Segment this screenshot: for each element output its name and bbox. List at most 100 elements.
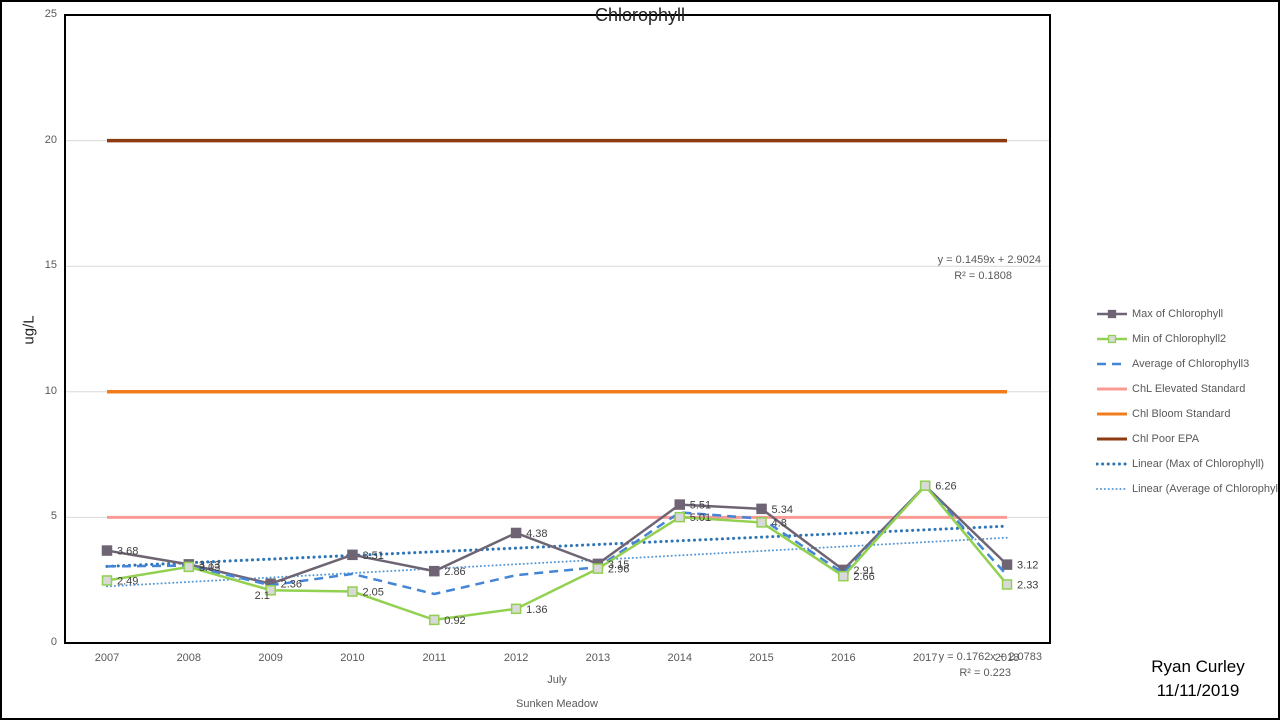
legend-swatch-icon bbox=[1096, 487, 1128, 490]
x-tick-label: 2009 bbox=[258, 652, 283, 664]
x-tick-label: 2007 bbox=[94, 652, 120, 664]
data-label: 2.86 bbox=[444, 566, 465, 578]
y-tick-label: 5 bbox=[50, 510, 57, 523]
legend-swatch-icon bbox=[1097, 437, 1127, 440]
legend-item[interactable]: Chl Poor EPA bbox=[1096, 426, 1280, 451]
data-point-marker[interactable] bbox=[756, 503, 767, 515]
data-label: 2.91 bbox=[853, 565, 874, 577]
data-label: 4.8 bbox=[772, 517, 787, 529]
author-name: Ryan Curley bbox=[1151, 657, 1245, 676]
data-point-marker[interactable] bbox=[756, 517, 767, 528]
y-tick-label: 25 bbox=[44, 8, 57, 20]
legend-item[interactable]: ChL Elevated Standard bbox=[1096, 376, 1280, 401]
legend-swatch-icon bbox=[1097, 334, 1127, 343]
x-tick-label: 2013 bbox=[585, 652, 611, 664]
data-label: 0.92 bbox=[444, 615, 465, 627]
data-label: 3.12 bbox=[1017, 560, 1038, 572]
data-label: 2.66 bbox=[853, 571, 874, 583]
x-tick-label: 2015 bbox=[749, 652, 774, 664]
data-label: 3.03 bbox=[199, 562, 220, 574]
data-label: 5.34 bbox=[772, 504, 793, 516]
data-point-marker[interactable] bbox=[429, 614, 440, 626]
data-point-marker[interactable] bbox=[1001, 559, 1013, 570]
data-label: 2.1 bbox=[255, 590, 270, 602]
y-tick-label: 10 bbox=[44, 384, 57, 397]
max-trendline-r2: R² = 0.1808 bbox=[954, 270, 1012, 282]
data-label: 2.05 bbox=[362, 587, 383, 599]
plot-border bbox=[64, 14, 1051, 644]
x-tick-label: 2017 bbox=[912, 652, 938, 664]
x-axis-title: Sunken Meadow bbox=[516, 698, 598, 710]
data-label: 3.15 bbox=[608, 559, 629, 571]
legend-item[interactable]: Linear (Average of Chlorophyll3) bbox=[1096, 476, 1280, 501]
avg-trendline-equation: y = 0.1762x + 2.0783 bbox=[938, 651, 1042, 663]
legend-label: Max of Chlorophyll bbox=[1132, 307, 1224, 320]
data-label: 2.36 bbox=[281, 579, 302, 591]
data-point-marker[interactable] bbox=[101, 545, 113, 556]
data-point-marker[interactable] bbox=[1001, 579, 1013, 590]
chart-legend: Max of Chlorophyll Min of Chlorophyll2 Ave… bbox=[1096, 301, 1280, 501]
data-point-marker[interactable] bbox=[919, 480, 931, 491]
data-label: 1.36 bbox=[526, 604, 547, 616]
data-point-marker[interactable] bbox=[101, 575, 113, 586]
data-label: 2.49 bbox=[117, 575, 138, 587]
legend-label: ChL Elevated Standard bbox=[1132, 382, 1246, 395]
data-label: 4.38 bbox=[526, 528, 547, 540]
x-tick-label: 2008 bbox=[176, 652, 202, 664]
legend-item[interactable]: Chl Bloom Standard bbox=[1096, 401, 1280, 426]
legend-label: Linear (Average of Chlorophyll3) bbox=[1132, 482, 1280, 495]
legend-item[interactable]: Min of Chlorophyll2 bbox=[1096, 326, 1280, 351]
legend-item[interactable]: Max of Chlorophyll bbox=[1096, 301, 1280, 326]
data-point-marker[interactable] bbox=[429, 565, 440, 577]
x-tick-label: 2014 bbox=[667, 652, 692, 664]
data-point-marker[interactable] bbox=[510, 603, 522, 615]
signature-date: 11/11/2019 bbox=[1156, 681, 1240, 700]
series-line[interactable] bbox=[106, 483, 1008, 586]
trendline[interactable] bbox=[105, 524, 1009, 568]
x-tick-label: 2016 bbox=[831, 652, 856, 664]
data-point-marker[interactable] bbox=[265, 584, 276, 596]
x-tick-label: 2010 bbox=[340, 652, 365, 664]
legend-swatch-icon bbox=[1097, 362, 1127, 365]
data-point-marker[interactable] bbox=[674, 511, 685, 523]
x-tick-label: 2011 bbox=[422, 652, 447, 664]
data-point-marker[interactable] bbox=[838, 570, 849, 582]
data-label: 5.01 bbox=[690, 512, 711, 524]
legend-label: Min of Chlorophyll2 bbox=[1132, 332, 1227, 345]
data-label: 3.51 bbox=[362, 550, 383, 562]
data-label: 3.13 bbox=[199, 559, 220, 571]
legend-swatch-icon bbox=[1096, 462, 1128, 465]
data-label: 5.51 bbox=[690, 500, 711, 512]
data-point-marker[interactable] bbox=[592, 563, 604, 574]
signature-block: Ryan Curley 11/11/2019 bbox=[1118, 655, 1278, 703]
legend-label: Chl Bloom Standard bbox=[1132, 407, 1231, 420]
data-point-marker[interactable] bbox=[674, 499, 685, 510]
legend-item[interactable]: Linear (Max of Chlorophyll) bbox=[1096, 451, 1280, 476]
legend-swatch-icon bbox=[1097, 412, 1127, 415]
chart-title: Chlorophyll bbox=[594, 5, 686, 25]
series-line[interactable] bbox=[106, 483, 1008, 622]
data-label: 6.26 bbox=[935, 481, 956, 493]
legend-swatch-icon bbox=[1097, 387, 1127, 390]
series-line[interactable] bbox=[106, 483, 1008, 596]
legend-label: Average of Chlorophyll3 bbox=[1132, 357, 1250, 370]
data-point-marker[interactable] bbox=[510, 527, 522, 539]
data-label: 3.68 bbox=[117, 546, 138, 558]
data-point-marker[interactable] bbox=[347, 549, 358, 561]
legend-label: Linear (Max of Chlorophyll) bbox=[1132, 457, 1265, 470]
data-point-marker[interactable] bbox=[183, 561, 195, 573]
avg-trendline-r2: R² = 0.223 bbox=[959, 667, 1011, 679]
x-axis-group-label: July bbox=[547, 674, 567, 686]
y-tick-label: 15 bbox=[44, 259, 57, 272]
y-tick-label: 20 bbox=[44, 133, 57, 146]
data-label: 2.96 bbox=[608, 564, 629, 576]
legend-swatch-icon bbox=[1097, 309, 1127, 318]
y-tick-label: 0 bbox=[50, 636, 57, 648]
data-point-marker[interactable] bbox=[347, 586, 358, 597]
y-axis-title: ug/L bbox=[20, 315, 38, 345]
x-tick-label: 2018 bbox=[994, 652, 1020, 664]
legend-item[interactable]: Average of Chlorophyll3 bbox=[1096, 351, 1280, 376]
max-trendline-equation: y = 0.1459x + 2.9024 bbox=[937, 254, 1041, 266]
